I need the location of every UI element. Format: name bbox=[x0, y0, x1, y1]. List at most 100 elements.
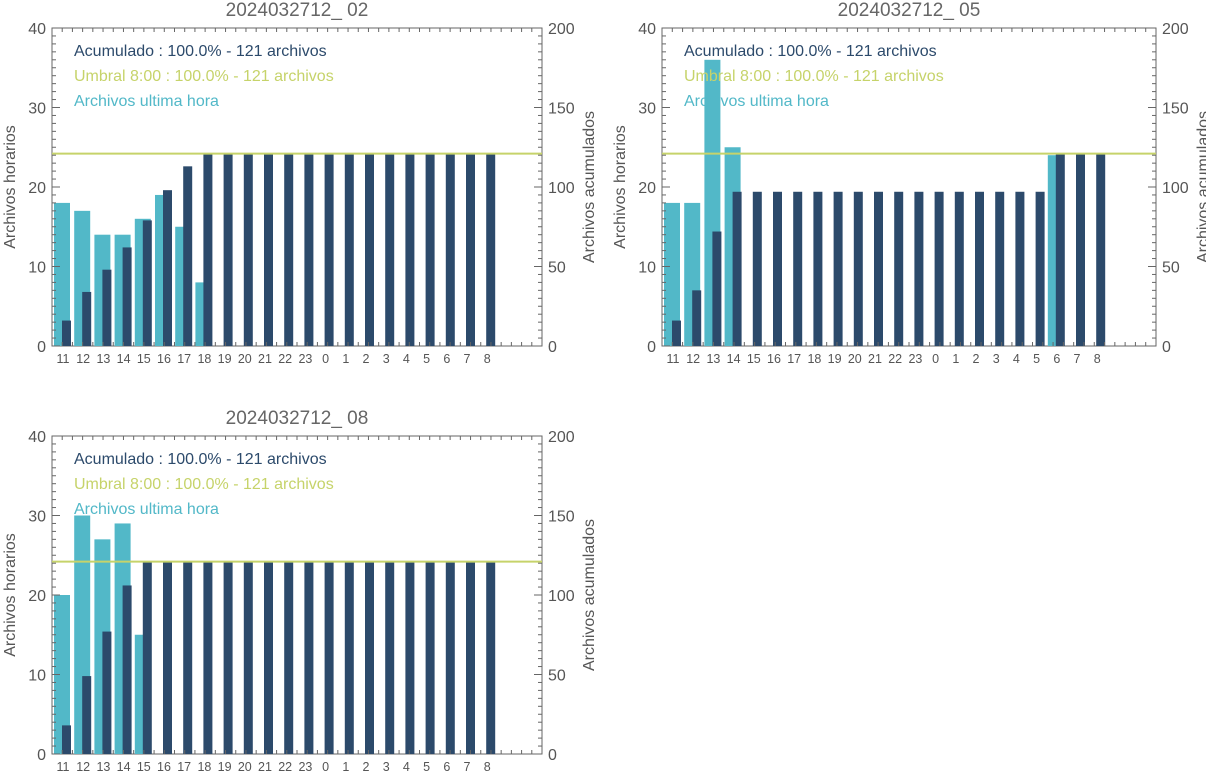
x-tick-label: 13 bbox=[706, 352, 720, 366]
bar-cumulative-0 bbox=[324, 153, 334, 346]
y-axis-title-right: Archivos acumulados bbox=[581, 519, 598, 671]
x-tick-label: 2 bbox=[363, 352, 370, 366]
bar-cumulative-21 bbox=[264, 153, 273, 346]
x-tick-label: 8 bbox=[484, 352, 491, 366]
x-tick-label: 20 bbox=[238, 352, 252, 366]
bar-cumulative-11 bbox=[62, 320, 71, 346]
x-tick-label: 22 bbox=[888, 352, 902, 366]
x-tick-label: 18 bbox=[197, 352, 211, 366]
bar-cumulative-13 bbox=[102, 631, 112, 754]
bar-cumulative-7 bbox=[466, 153, 475, 346]
bar-cumulative-21 bbox=[264, 561, 273, 754]
y-tick-label-left: 0 bbox=[37, 747, 46, 764]
bar-cumulative-8 bbox=[1096, 153, 1106, 346]
bar-cumulative-6 bbox=[445, 561, 455, 754]
y-axis-title-left: Archivos horarios bbox=[612, 125, 629, 249]
bar-cumulative-5 bbox=[425, 561, 435, 754]
x-tick-label: 13 bbox=[96, 352, 110, 366]
x-tick-label: 22 bbox=[278, 760, 292, 771]
y-tick-label-right: 200 bbox=[548, 429, 575, 446]
bar-cumulative-0 bbox=[324, 561, 334, 754]
x-tick-label: 4 bbox=[1013, 352, 1020, 366]
y-tick-label-left: 40 bbox=[28, 21, 46, 38]
y-tick-label-left: 0 bbox=[37, 339, 46, 356]
x-tick-label: 4 bbox=[403, 352, 410, 366]
y-tick-label-right: 50 bbox=[548, 668, 566, 685]
x-tick-label: 19 bbox=[828, 352, 842, 366]
y-tick-label-right: 100 bbox=[548, 588, 575, 605]
bar-cumulative-23 bbox=[304, 561, 314, 754]
bar-cumulative-15 bbox=[142, 561, 152, 754]
bar-hourly-11 bbox=[664, 202, 680, 346]
x-tick-label: 21 bbox=[258, 352, 272, 366]
x-tick-label: 0 bbox=[322, 352, 329, 366]
bar-cumulative-20 bbox=[853, 191, 863, 346]
legend-entry: Archivos ultima hora bbox=[684, 93, 829, 110]
x-tick-label: 2 bbox=[973, 352, 980, 366]
x-tick-label: 5 bbox=[423, 760, 430, 771]
x-tick-label: 14 bbox=[727, 352, 741, 366]
bar-cumulative-12 bbox=[82, 291, 92, 346]
y-tick-label-right: 100 bbox=[548, 180, 575, 197]
bar-cumulative-2 bbox=[365, 561, 374, 754]
x-tick-label: 11 bbox=[57, 760, 70, 771]
bar-cumulative-21 bbox=[874, 191, 883, 346]
bar-cumulative-7 bbox=[1076, 153, 1085, 346]
x-tick-label: 6 bbox=[1053, 352, 1060, 366]
x-tick-label: 4 bbox=[403, 760, 410, 771]
y-axis-title-left: Archivos horarios bbox=[2, 533, 19, 657]
bar-cumulative-18 bbox=[203, 153, 213, 346]
y-tick-label-left: 30 bbox=[638, 101, 656, 118]
x-tick-label: 18 bbox=[807, 352, 821, 366]
bar-cumulative-19 bbox=[833, 191, 843, 346]
bar-cumulative-19 bbox=[223, 153, 233, 346]
y-tick-label-left: 40 bbox=[28, 429, 46, 446]
bar-cumulative-13 bbox=[102, 269, 112, 346]
x-tick-label: 13 bbox=[96, 760, 110, 771]
x-tick-label: 20 bbox=[238, 760, 252, 771]
x-tick-label: 23 bbox=[298, 760, 312, 771]
legend-entry: Acumulado : 100.0% - 121 archivos bbox=[684, 43, 937, 60]
x-tick-label: 14 bbox=[117, 760, 131, 771]
x-tick-label: 17 bbox=[177, 760, 191, 771]
bar-hourly-11 bbox=[54, 595, 70, 754]
x-tick-label: 15 bbox=[137, 352, 151, 366]
bar-cumulative-18 bbox=[813, 191, 823, 346]
bar-cumulative-0 bbox=[934, 191, 944, 346]
y-tick-label-left: 0 bbox=[647, 339, 656, 356]
y-tick-label-left: 20 bbox=[638, 180, 656, 197]
bar-cumulative-12 bbox=[692, 290, 702, 346]
x-tick-label: 23 bbox=[298, 352, 312, 366]
legend-entry: Umbral 8:00 : 100.0% - 121 archivos bbox=[74, 68, 334, 85]
chart-title: 2024032712_ 08 bbox=[226, 408, 369, 429]
bar-cumulative-4 bbox=[405, 561, 415, 754]
legend-entry: Acumulado : 100.0% - 121 archivos bbox=[74, 451, 327, 468]
x-tick-label: 3 bbox=[383, 352, 390, 366]
y-tick-label-right: 150 bbox=[548, 509, 575, 526]
chart-title: 2024032712_ 05 bbox=[838, 0, 981, 21]
y-tick-label-right: 0 bbox=[1162, 339, 1171, 356]
bar-cumulative-2 bbox=[975, 191, 984, 346]
bar-cumulative-14 bbox=[122, 247, 132, 346]
x-tick-label: 5 bbox=[1033, 352, 1040, 366]
y-tick-label-left: 10 bbox=[28, 668, 46, 685]
bar-cumulative-17 bbox=[183, 561, 193, 754]
bar-cumulative-8 bbox=[486, 153, 496, 346]
y-tick-label-right: 100 bbox=[1162, 180, 1189, 197]
bar-cumulative-23 bbox=[914, 191, 924, 346]
x-tick-label: 5 bbox=[423, 352, 430, 366]
bar-cumulative-15 bbox=[142, 220, 152, 346]
x-tick-label: 19 bbox=[218, 760, 232, 771]
bar-cumulative-14 bbox=[732, 191, 742, 346]
x-tick-label: 8 bbox=[484, 760, 491, 771]
bar-hourly-11 bbox=[54, 202, 70, 346]
bar-cumulative-17 bbox=[793, 191, 803, 346]
x-tick-label: 7 bbox=[1074, 352, 1081, 366]
x-tick-label: 8 bbox=[1094, 352, 1101, 366]
x-tick-label: 17 bbox=[787, 352, 801, 366]
y-tick-label-right: 200 bbox=[1162, 21, 1189, 38]
x-tick-label: 18 bbox=[197, 760, 211, 771]
bar-cumulative-5 bbox=[1035, 191, 1045, 346]
